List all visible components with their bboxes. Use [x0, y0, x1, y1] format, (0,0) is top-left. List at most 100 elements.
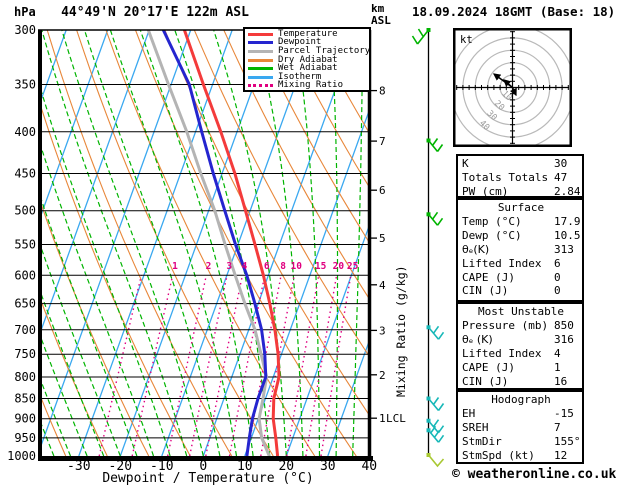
svg-text:500: 500 [14, 204, 36, 218]
svg-text:600: 600 [14, 268, 36, 282]
svg-text:15: 15 [315, 261, 327, 272]
table-row: PW (cm) 2.84 [462, 185, 582, 199]
mixing-ratio-labels: 1 2 3 4 6 8 10 15 20 25 [172, 261, 358, 272]
row-value: 6 [554, 256, 561, 270]
svg-text:3: 3 [226, 261, 232, 272]
table-row: StmSpd (kt) 12 [462, 449, 582, 463]
legend-entry: Isotherm [248, 71, 369, 82]
row-label: StmSpd (kt) [462, 448, 535, 462]
svg-text:450: 450 [14, 167, 36, 181]
wind-barb-icon [427, 397, 445, 412]
legend-swatch-icon [248, 32, 273, 36]
row-value: 313 [554, 242, 574, 256]
svg-text:950: 950 [14, 431, 36, 445]
valid-time-title: 18.09.2024 18GMT (Base: 18) [412, 4, 616, 19]
row-value: 30 [554, 157, 568, 170]
legend-entry: Temperature [248, 29, 369, 39]
svg-text:650: 650 [14, 297, 36, 311]
svg-text:6: 6 [264, 261, 270, 272]
legend-swatch-icon [248, 67, 273, 71]
svg-text:40: 40 [361, 459, 377, 474]
svg-text:2: 2 [206, 261, 212, 272]
legend-swatch-icon [248, 41, 273, 45]
svg-text:300: 300 [14, 23, 36, 37]
row-value: 0 [554, 284, 561, 298]
row-value: 17.9 [554, 214, 581, 228]
altitude-ticks: 8 7 6 5 4 3 2 1 LCL [371, 85, 406, 425]
svg-text:550: 550 [14, 238, 36, 252]
table-row: Pressure (mb) 850 [462, 319, 582, 333]
wind-barb-column [411, 28, 445, 468]
svg-text:10: 10 [237, 459, 253, 474]
legend-label: Wet Adiabat [278, 63, 338, 74]
svg-text:800: 800 [14, 370, 36, 384]
altitude-axis-unit: km ASL [371, 3, 391, 27]
row-value: 4 [554, 346, 561, 360]
wind-barb-icon [427, 211, 444, 226]
table-row: CAPE (J) 0 [462, 271, 582, 285]
wind-barb-icon [427, 454, 445, 468]
row-value: 155° [554, 434, 581, 448]
legend: Temperature Dewpoint Parcel Trajectory Dry … [243, 27, 371, 92]
most-unstable-table: Most Unstable Pressure (mb) 850 θₑ (K) 316… [456, 302, 584, 390]
sounding-curves [146, 30, 281, 457]
legend-swatch-icon [248, 49, 273, 53]
row-label: K [462, 157, 469, 170]
svg-text:5: 5 [379, 232, 386, 245]
svg-text:4: 4 [242, 261, 248, 272]
pressure-gridlines [42, 84, 369, 439]
svg-text:0: 0 [199, 459, 207, 474]
legend-label: Dewpoint [278, 37, 322, 48]
svg-text:850: 850 [14, 392, 36, 406]
svg-text:2: 2 [379, 369, 386, 382]
row-label: Lifted Index [462, 256, 542, 270]
row-label: Temp (°C) [462, 214, 522, 228]
table-row: EH -15 [462, 407, 582, 421]
table-row: Totals Totals 47 [462, 171, 582, 185]
svg-text:6: 6 [379, 184, 386, 197]
temperature-axis-title: Dewpoint / Temperature (°C) [102, 471, 314, 486]
svg-text:900: 900 [14, 412, 36, 426]
row-label: Dewp (°C) [462, 228, 522, 242]
row-value: 850 [554, 318, 574, 332]
row-label: StmDir [462, 434, 502, 448]
row-label: CIN (J) [462, 374, 509, 388]
row-label: CIN (J) [462, 284, 509, 298]
row-label: θₑ (K) [462, 332, 493, 346]
altitude-unit-km: km [371, 2, 385, 15]
row-value: 47 [554, 170, 568, 184]
row-label: EH [462, 406, 476, 420]
table-row: CAPE (J) 1 [462, 361, 582, 375]
svg-text:7: 7 [379, 135, 386, 148]
row-label: CAPE (J) [462, 270, 515, 284]
surface-table: Surface Temp (°C) 17.9 Dewp (°C) 10.5 θₑ(K… [456, 198, 584, 302]
mixing-ratio-axis-title: Mixing Ratio (g/kg) [394, 265, 408, 397]
hodograph-table: Hodograph EH -15 SREH 7 StmDir 155° StmSpd … [456, 390, 584, 464]
copyright: © weatheronline.co.uk [452, 467, 617, 482]
wind-barb-icon [427, 325, 445, 340]
row-value: -15 [554, 406, 574, 420]
wind-barb-icon [427, 419, 445, 434]
table-row: SREH 7 [462, 421, 582, 435]
table-title: Surface [497, 201, 545, 214]
table-row: Lifted Index 6 [462, 257, 582, 271]
legend-label: Isotherm [278, 71, 322, 82]
wind-barb-icon [427, 138, 444, 153]
altitude-unit-asl: ASL [371, 14, 391, 27]
svg-text:1: 1 [172, 261, 178, 272]
legend-swatch-icon [248, 58, 273, 62]
svg-text:25: 25 [347, 261, 359, 272]
svg-text:1: 1 [379, 412, 386, 425]
plot-frame [38, 29, 373, 461]
table-row: Dewp (°C) 10.5 [462, 229, 582, 243]
legend-entry: Dewpoint [248, 37, 369, 48]
legend-entry: Wet Adiabat [248, 64, 369, 73]
row-value: 2.84 [554, 184, 581, 198]
row-value: 12 [554, 448, 568, 462]
hodograph-wind-vector [503, 79, 513, 89]
svg-text:750: 750 [14, 347, 36, 361]
table-row: K 30 [462, 157, 582, 171]
row-label: Lifted Index [462, 346, 542, 360]
svg-text:8: 8 [379, 85, 386, 98]
